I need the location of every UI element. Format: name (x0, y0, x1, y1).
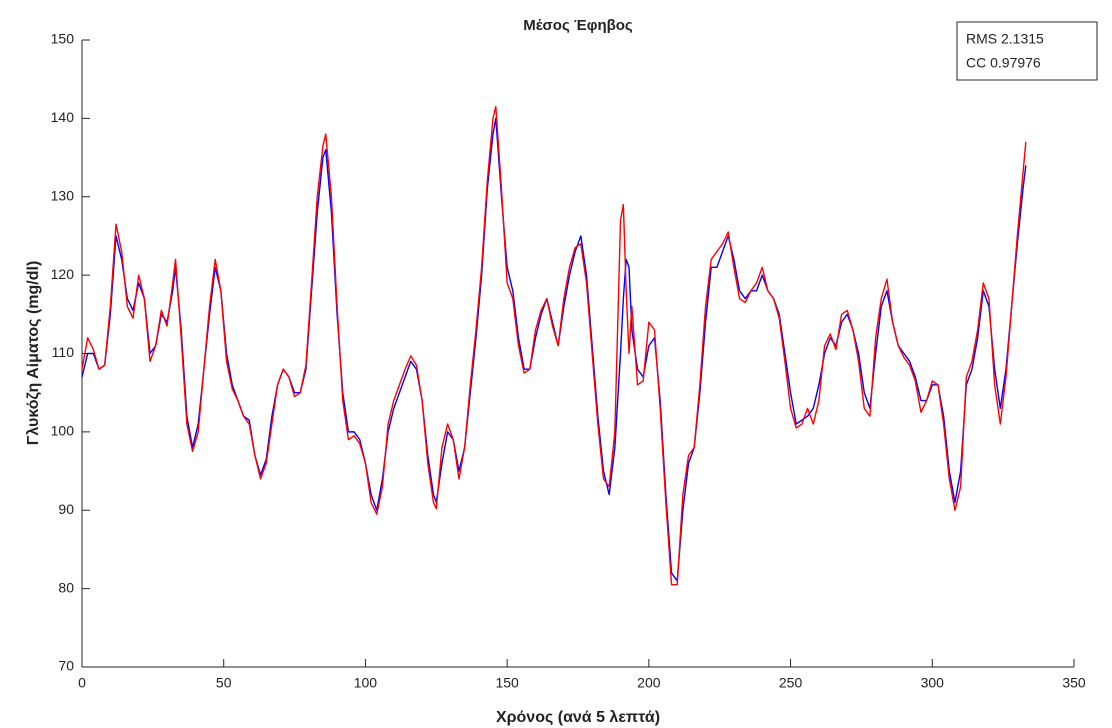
y-axis-label: Γλυκόζη Αίματος (mg/dl) (25, 261, 42, 446)
y-tick-label: 120 (51, 266, 75, 282)
y-tick-label: 110 (52, 344, 75, 360)
y-tick-label: 150 (51, 31, 75, 47)
x-tick-label: 50 (216, 675, 232, 691)
y-tick-label: 90 (58, 501, 74, 517)
x-tick-label: 150 (495, 675, 519, 691)
x-tick-label: 100 (354, 675, 378, 691)
x-tick-label: 0 (78, 675, 86, 691)
x-tick-label: 300 (921, 675, 945, 691)
y-tick-label: 80 (58, 579, 74, 595)
x-tick-label: 200 (637, 675, 661, 691)
x-tick-label: 250 (779, 675, 803, 691)
y-tick-label: 130 (51, 187, 75, 203)
annotation-box (956, 21, 1098, 81)
data-line (81, 105, 1027, 586)
y-tick-label: 140 (51, 109, 75, 125)
x-tick-label: 350 (1062, 675, 1086, 691)
annotation: RMS 2.1315 (966, 31, 1044, 47)
y-tick-label: 70 (58, 658, 74, 674)
x-axis-label: Χρόνος (ανά 5 λεπτά) (496, 709, 660, 726)
y-tick-label: 100 (51, 423, 75, 439)
chart-title: Μέσος Έφηβος (523, 17, 633, 34)
annotation: CC 0.97976 (966, 55, 1041, 71)
